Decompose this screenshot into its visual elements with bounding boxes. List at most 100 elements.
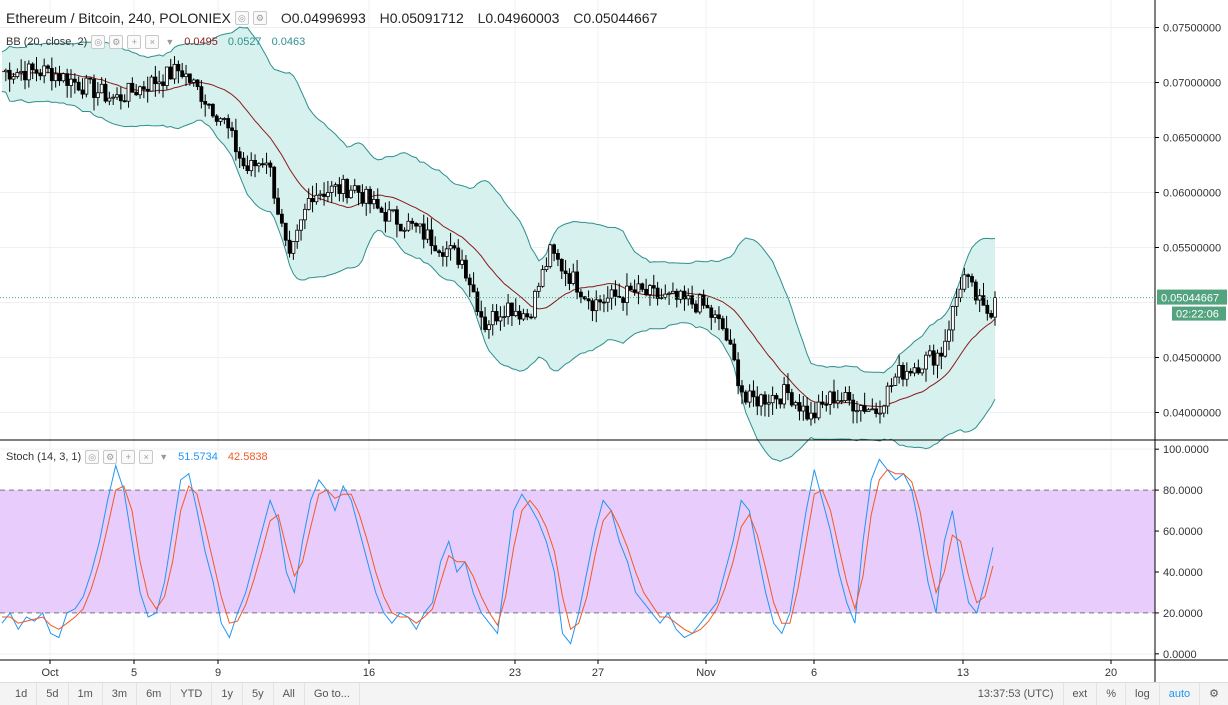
candle: [690, 285, 695, 309]
timeframe-6m[interactable]: 6m: [137, 683, 172, 705]
settings-icon[interactable]: ⚙: [252, 11, 267, 25]
candle: [15, 68, 20, 79]
timeframe-ytd[interactable]: YTD: [171, 683, 213, 705]
candle: [686, 288, 691, 306]
candle-body: [65, 73, 70, 86]
candle-body: [659, 297, 664, 299]
candle: [847, 385, 852, 406]
candle-body: [786, 384, 790, 394]
timeframe-all[interactable]: All: [274, 683, 305, 705]
candle-body: [141, 86, 146, 90]
candle: [337, 177, 342, 202]
timeframe-1d[interactable]: 1d: [6, 683, 38, 705]
eye-icon[interactable]: ◎: [91, 35, 106, 49]
candle-body: [368, 188, 372, 205]
candle-body: [847, 392, 852, 401]
candle-body: [540, 269, 545, 287]
candle-body: [226, 118, 231, 129]
candle: [920, 368, 925, 376]
chevron-down-icon[interactable]: ▼: [165, 37, 175, 47]
candle-body: [145, 88, 150, 92]
candle: [697, 293, 702, 315]
candle-body: [943, 340, 948, 357]
candle: [832, 379, 836, 409]
percent-toggle[interactable]: %: [1096, 683, 1125, 705]
timeframe-1m[interactable]: 1m: [69, 683, 103, 705]
candle: [506, 293, 510, 325]
eye-icon[interactable]: ◎: [234, 11, 249, 25]
timeframe-1y[interactable]: 1y: [212, 683, 243, 705]
candle: [517, 305, 522, 325]
candle-body: [916, 367, 921, 374]
ext-toggle[interactable]: ext: [1062, 683, 1097, 705]
candle-body: [80, 89, 85, 95]
chevron-down-icon[interactable]: ▼: [159, 452, 169, 462]
candle-body: [245, 165, 250, 172]
eye-icon[interactable]: ◎: [85, 450, 100, 464]
log-toggle[interactable]: log: [1125, 683, 1159, 705]
candle: [609, 284, 614, 310]
candle: [728, 329, 733, 345]
candle-body: [510, 302, 514, 317]
auto-toggle[interactable]: auto: [1158, 683, 1199, 705]
close-icon[interactable]: ×: [145, 35, 160, 49]
settings-icon[interactable]: ⚙: [109, 35, 124, 49]
candle-body: [337, 184, 342, 194]
candle: [617, 283, 622, 298]
candle-body: [84, 77, 89, 95]
candle: [272, 165, 277, 205]
candle-body: [456, 247, 461, 265]
candle: [701, 289, 706, 309]
candle: [23, 60, 27, 90]
candle: [747, 384, 752, 408]
candle-body: [475, 291, 480, 312]
candle-body: [705, 304, 710, 309]
candle: [210, 103, 215, 118]
candle: [360, 184, 365, 207]
timeframe-5d[interactable]: 5d: [37, 683, 69, 705]
candle-body: [571, 271, 576, 284]
candle: [510, 302, 514, 327]
candle: [295, 224, 300, 249]
add-icon[interactable]: +: [121, 450, 136, 464]
candle-body: [682, 290, 687, 300]
close-icon[interactable]: ×: [139, 450, 154, 464]
candle-body: [724, 328, 729, 341]
candle: [705, 297, 710, 309]
candle-body: [283, 222, 288, 241]
candle: [521, 308, 526, 322]
candle: [985, 299, 990, 321]
candle-body: [134, 91, 139, 96]
timeframe-5y[interactable]: 5y: [243, 683, 274, 705]
candle-body: [525, 313, 530, 318]
utc-clock[interactable]: 13:37:53 (UTC): [977, 688, 1054, 700]
candle-body: [801, 405, 806, 412]
candle-body: [92, 78, 96, 98]
timeframe-go-to[interactable]: Go to...: [305, 683, 360, 705]
candle-body: [203, 101, 208, 105]
candle: [935, 349, 940, 379]
candle-body: [655, 287, 660, 299]
candle: [659, 288, 664, 300]
candle-body: [617, 295, 622, 298]
candle-body: [736, 359, 741, 387]
candle: [26, 60, 31, 88]
stoch-tick-label: 40.0000: [1163, 567, 1203, 579]
candle-body: [701, 294, 706, 306]
candle: [989, 310, 994, 320]
candle-body: [628, 285, 633, 291]
candle: [571, 263, 576, 286]
candle-body: [72, 78, 77, 83]
candle-body: [517, 310, 522, 320]
candle-body: [287, 239, 292, 254]
add-icon[interactable]: +: [127, 35, 142, 49]
candle-body: [360, 192, 365, 204]
candle: [237, 147, 242, 168]
timeframe-3m[interactable]: 3m: [103, 683, 138, 705]
gear-icon[interactable]: ⚙: [1199, 683, 1228, 705]
candle: [57, 65, 62, 86]
candle-body: [471, 284, 476, 293]
candle: [333, 182, 338, 197]
settings-icon[interactable]: ⚙: [103, 450, 118, 464]
